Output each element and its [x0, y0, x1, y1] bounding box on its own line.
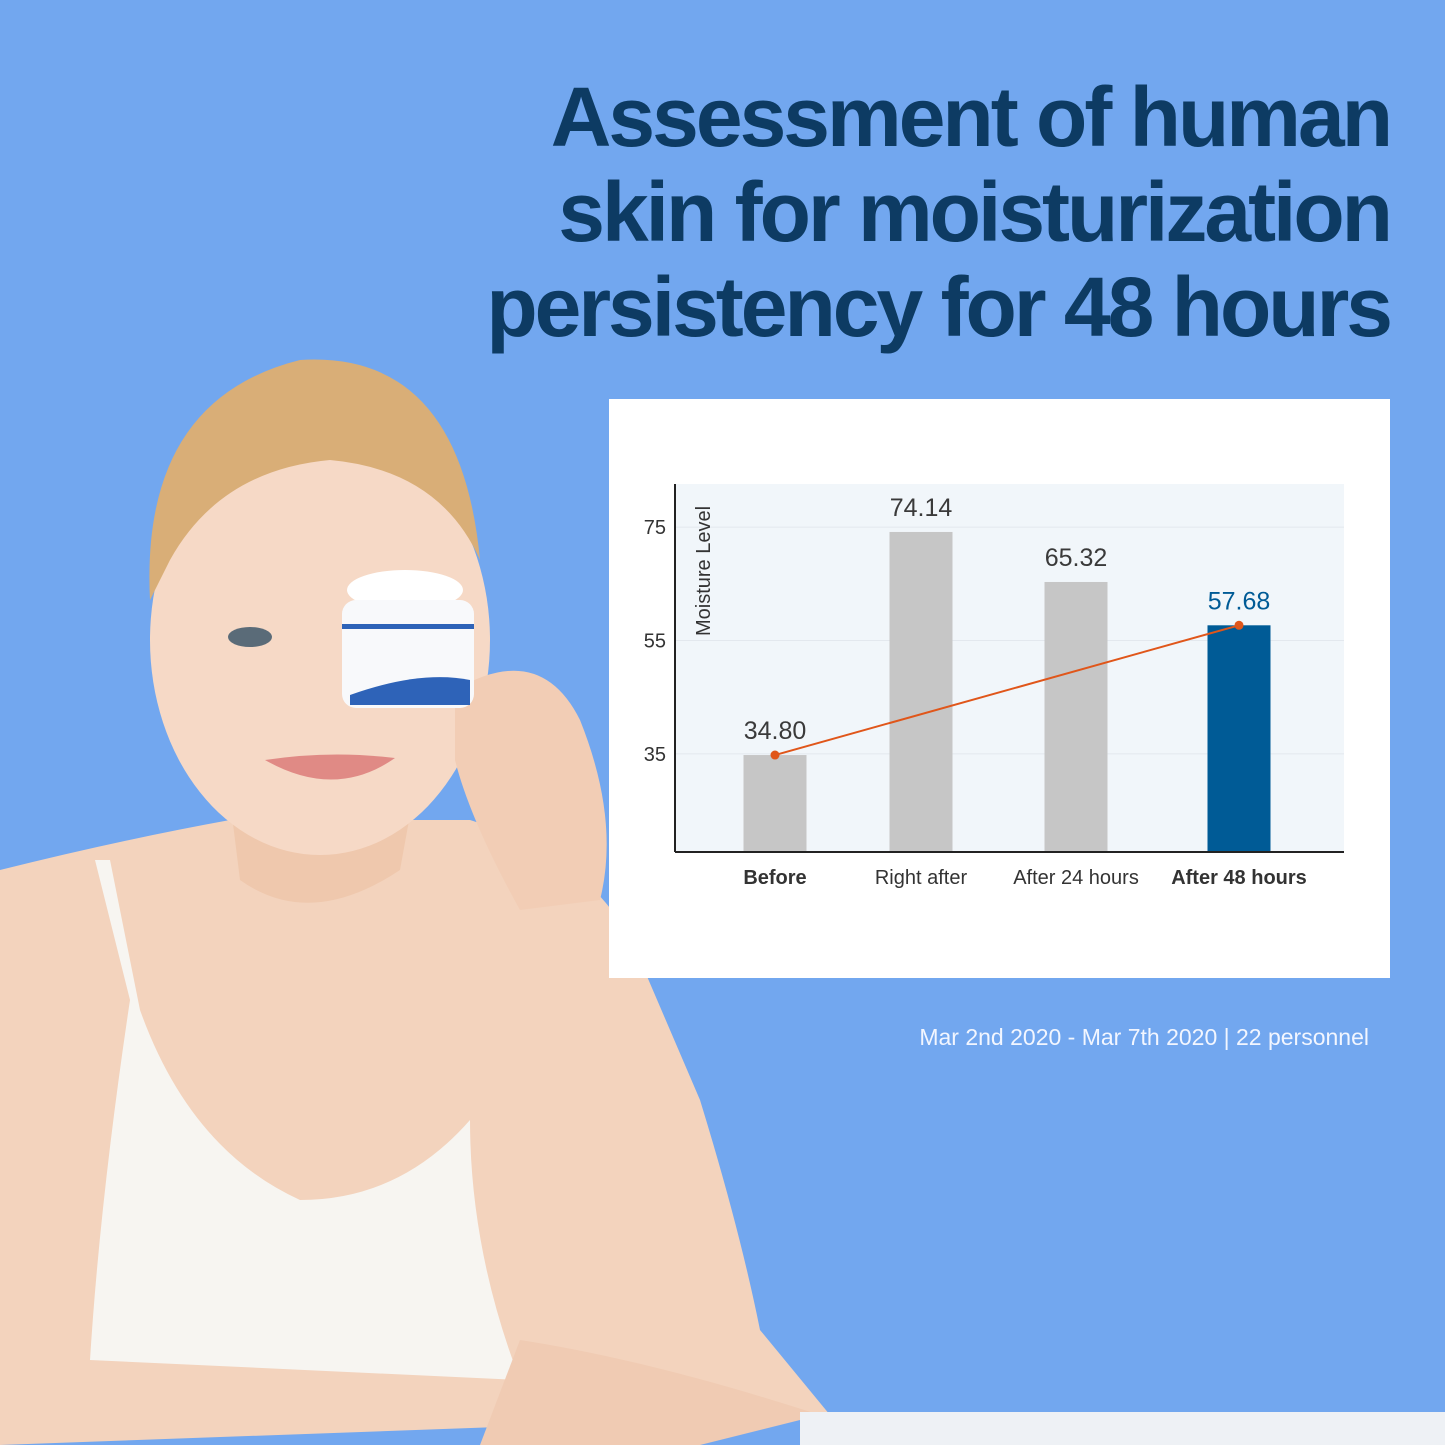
model-arm [480, 1340, 820, 1445]
x-tick-label: After 24 hours [1013, 867, 1139, 889]
model-face [150, 425, 490, 855]
data-label: 65.32 [1045, 544, 1108, 572]
model-lips [265, 754, 395, 780]
model-hand [455, 670, 607, 910]
cream-jar [342, 570, 474, 708]
data-label: 34.80 [744, 717, 807, 745]
bar-after-24-hours [1044, 581, 1108, 852]
model-top [90, 860, 520, 1380]
y-tick-label: 55 [644, 630, 666, 652]
bar-before [743, 755, 807, 852]
y-tick-label: 35 [644, 744, 666, 766]
bar-right-after [889, 531, 953, 852]
trend-line [774, 624, 1240, 757]
trend-point [770, 750, 780, 760]
chart-card: 35 55 75 Moisture Level 34.80 Before 74.14 Righ… [609, 399, 1390, 978]
moisture-bar-chart: 35 55 75 Moisture Level 34.80 Before 74.14 Righ… [644, 484, 1344, 889]
study-footnote: Mar 2nd 2020 - Mar 7th 2020 | 22 personn… [919, 1024, 1369, 1050]
bar-after-48-hours [1207, 625, 1271, 852]
model-eye [228, 627, 272, 647]
page-title: Assessment of human skin for moisturizat… [486, 70, 1393, 354]
x-tick-label: Before [743, 867, 806, 889]
y-tick-label: 75 [644, 517, 666, 539]
x-tick-label: After 48 hours [1171, 867, 1307, 889]
data-label: 74.14 [890, 494, 953, 522]
x-tick-label: Right after [875, 867, 968, 889]
table-surface [800, 1412, 1445, 1445]
y-axis-label: Moisture Level [693, 506, 715, 636]
trend-point [1234, 620, 1244, 630]
model-hair [149, 359, 481, 600]
data-label: 57.68 [1208, 587, 1271, 615]
